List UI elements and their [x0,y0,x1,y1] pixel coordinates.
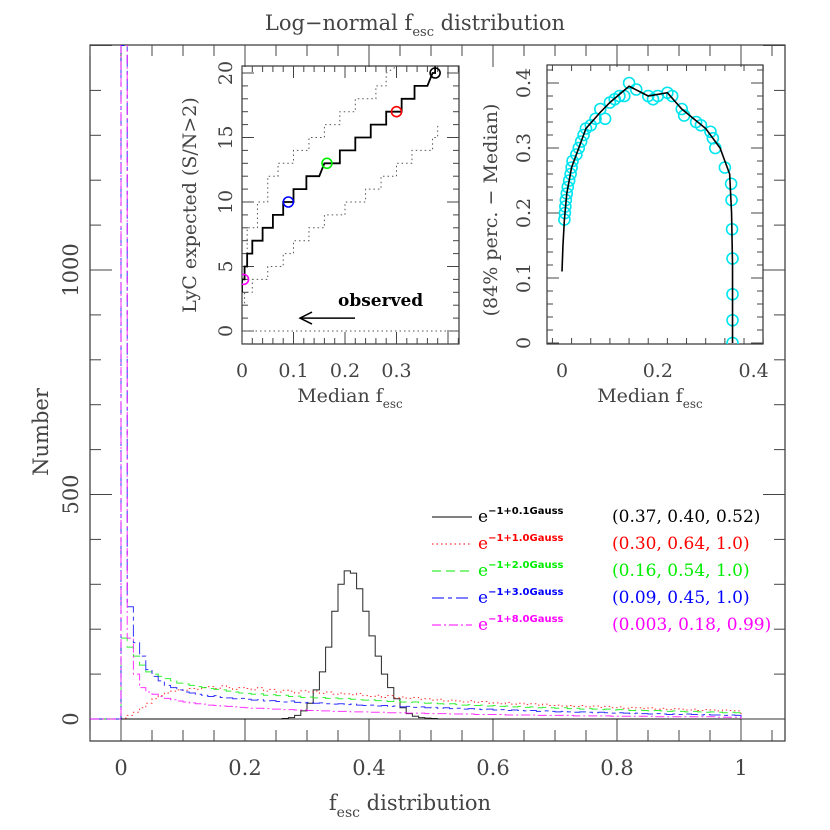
legend-stats: (0.09, 0.45, 1.0) [612,588,750,608]
inset1-data [242,66,459,332]
inset2-y-tick-label: 0.4 [513,68,535,98]
inset2-point [629,83,643,96]
y-tick-label: 0 [59,712,83,725]
inset1-marker [242,273,250,286]
inset2-plot: 0 0.2 0.4 0 0.1 0.2 0.3 0.4 [513,65,769,382]
inset2-point [562,174,576,187]
chart-title: Log−normal fesc distribution [265,11,565,40]
inset1-x-tick-label: 0.1 [278,360,308,382]
x-axis-label: fesc distribution [329,791,491,821]
inset1-y-tick-label: 0 [215,325,237,337]
inset1-y-tick-label: 10 [215,190,237,214]
inset2-frame [546,64,764,345]
legend-stats: (0.37, 0.40, 0.52) [612,507,760,527]
x-tick-label: 0.8 [600,756,633,780]
inset2-y-tick-label: 0.3 [513,133,535,163]
y-axis-label: Number [29,387,53,476]
x-tick-label: 0 [114,756,127,780]
inset2-point [622,76,636,90]
inset1-upper-bound-line [242,66,397,267]
legend: e−1+0.1Gauss (0.37, 0.40, 0.52) e−1+1.0Gau… [432,506,771,635]
inset1-y-tick-label: 20 [215,61,237,85]
legend-label: e−1+3.0Gauss [478,587,564,608]
y-tick-label: 1000 [59,243,83,296]
inset2-x-tick-label: 0.2 [643,360,673,382]
x-tick-label: 0.2 [228,756,261,780]
legend-stats: (0.16, 0.54, 1.0) [612,561,750,581]
inset2-x-label: Median fesc [597,385,703,411]
inset2-data [558,76,739,344]
inset1-y-tick-label: 15 [215,125,237,149]
inset2-point [594,102,607,116]
main-plot-frame [89,44,786,742]
inset1-median-line [242,66,437,293]
inset2-point [577,128,590,142]
observed-arrowhead-icon [298,311,313,325]
inset1-y-label: LyC expected (S/N>2) [179,97,201,313]
inset2-point [565,161,578,174]
y-tick-label: 500 [59,474,83,514]
legend-stats: (0.003, 0.18, 0.99) [612,615,771,635]
inset1-plot: 0 0.1 0.2 0.3 0 5 10 15 20 observed [215,61,459,382]
legend-label: e−1+1.0Gauss [478,533,564,554]
x-tick-label: 1 [734,756,747,780]
observed-annotation: observed [338,291,423,311]
inset1-frame [241,65,460,345]
inset1-x-tick-label: 0.2 [330,360,360,382]
histogram-dashed-series [90,637,742,720]
inset2-point [694,118,708,132]
inset2-point [704,125,717,139]
inset2-y-label: (84% perc. − Median) [480,104,502,317]
x-tick-label: 0.6 [476,756,509,780]
inset2-x-tick-label: 0 [556,360,568,382]
inset1-x-tick-label: 0.3 [381,360,411,382]
inset2-point [665,89,679,103]
inset2-point [572,141,586,155]
inset2-y-tick-label: 0 [513,337,535,349]
inset1-x-tick-label: 0 [236,360,248,382]
x-tick-label: 0.4 [352,756,385,780]
histogram-solid-series [90,570,741,720]
legend-label: e−1+0.1Gauss [478,506,564,527]
inset2-y-tick-label: 0.1 [513,263,535,293]
inset1-lower-bound-line [242,124,439,306]
inset1-marker [429,67,441,79]
inset1-y-tick-label: 5 [215,260,237,272]
inset1-x-label: Median fesc [297,385,403,411]
inset1-marker [321,157,333,170]
inset2-point [598,112,612,126]
histogram-long-dash-dash-series [90,45,742,720]
legend-label: e−1+8.0Gauss [478,614,564,635]
inset2-x-tick-label: 0.4 [738,360,768,382]
inset2-point [574,135,588,148]
inset1-marker [282,196,295,208]
histogram-dash-dot-series [90,45,742,720]
inset2-point [589,112,602,126]
legend-stats: (0.30, 0.64, 1.0) [612,534,750,554]
inset2-point [675,102,689,116]
legend-label: e−1+2.0Gauss [478,560,564,581]
inset2-point [613,89,626,103]
inset2-y-tick-label: 0.2 [513,198,535,228]
inset1-marker [390,105,403,118]
histogram-series [90,45,742,720]
inset2-curve [561,85,734,343]
inset2-point [570,148,583,161]
